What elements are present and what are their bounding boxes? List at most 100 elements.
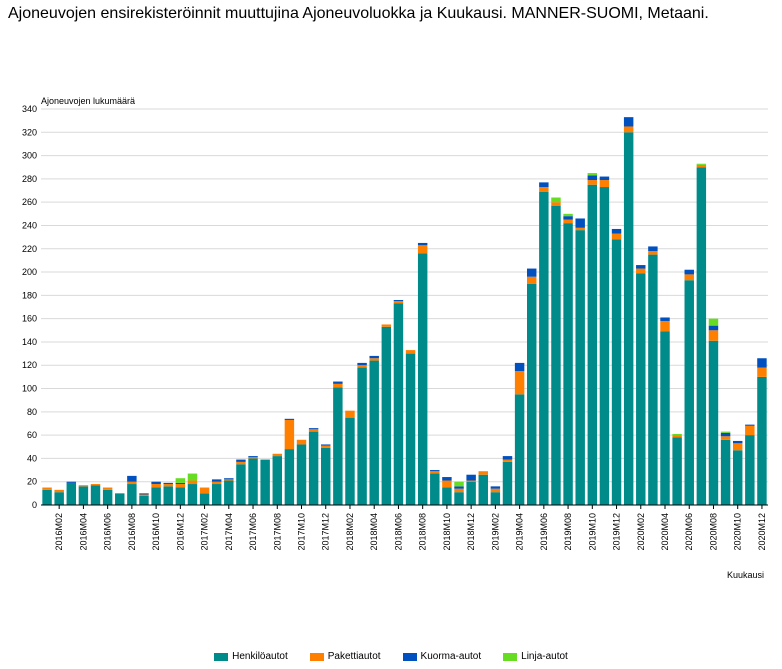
bar-segment-henkil-autot bbox=[551, 205, 561, 505]
y-axis-tick-labels: 0 20 40 60 80 100 120 140 160 180 200 220 240 260 280 3… bbox=[22, 104, 37, 510]
bar-segment-linja-autot bbox=[587, 173, 598, 176]
bar-segment-pakettiautot bbox=[78, 485, 89, 487]
x-tick-label: 2017M12 bbox=[321, 513, 331, 551]
bar-segment-pakettiautot bbox=[357, 365, 367, 368]
bar-segment-henkil-autot bbox=[623, 132, 634, 505]
bars bbox=[42, 117, 767, 506]
bar-segment-pakettiautot bbox=[187, 480, 198, 485]
bar-segment-kuorma-autot bbox=[648, 246, 658, 252]
bar-segment-linja-autot bbox=[454, 481, 464, 487]
x-tick-label: 2016M12 bbox=[175, 513, 185, 551]
bar-segment-pakettiautot bbox=[696, 164, 707, 168]
chart-title: Ajoneuvojen ensirekisteröinnit muuttujin… bbox=[8, 5, 709, 22]
bar-segment-henkil-autot bbox=[745, 435, 755, 505]
bar-segment-henkil-autot bbox=[187, 484, 198, 505]
bar-segment-henkil-autot bbox=[90, 485, 101, 505]
y-tick-label: 200 bbox=[22, 267, 37, 277]
bar-segment-kuorma-autot bbox=[175, 482, 186, 485]
bar-segment-pakettiautot bbox=[42, 487, 52, 490]
bar-segment-kuorma-autot bbox=[236, 459, 246, 462]
bar-segment-pakettiautot bbox=[539, 187, 549, 192]
bar-segment-pakettiautot bbox=[575, 227, 585, 231]
y-tick-label: 100 bbox=[22, 384, 37, 394]
bar-segment-pakettiautot bbox=[466, 480, 476, 482]
bar-segment-henkil-autot bbox=[587, 184, 598, 506]
bar-segment-kuorma-autot bbox=[490, 486, 501, 489]
legend-item: Kuorma-autot bbox=[402, 651, 482, 663]
bar-segment-pakettiautot bbox=[175, 484, 186, 488]
bar-segment-henkil-autot bbox=[139, 495, 149, 505]
x-tick-label: 2020M04 bbox=[660, 513, 670, 551]
bar-segment-linja-autot bbox=[187, 473, 198, 481]
bar-segment-henkil-autot bbox=[54, 492, 64, 505]
bar-segment-kuorma-autot bbox=[623, 117, 634, 127]
bar-segment-pakettiautot bbox=[490, 488, 501, 493]
gridlines bbox=[41, 108, 768, 483]
legend-swatch bbox=[214, 653, 229, 661]
bar-segment-kuorma-autot bbox=[732, 440, 743, 444]
bar-segment-pakettiautot bbox=[211, 481, 222, 485]
bar-segment-henkil-autot bbox=[308, 431, 319, 505]
bar-segment-linja-autot bbox=[551, 197, 561, 203]
x-tick-label: 2017M02 bbox=[200, 513, 210, 551]
bar-segment-pakettiautot bbox=[684, 274, 694, 281]
legend-item: Pakettiautot bbox=[309, 651, 381, 663]
bar-segment-kuorma-autot bbox=[526, 268, 537, 277]
bar-segment-pakettiautot bbox=[345, 410, 355, 418]
bar-segment-pakettiautot bbox=[199, 487, 210, 494]
bar-segment-henkil-autot bbox=[127, 484, 137, 505]
bar-segment-kuorma-autot bbox=[611, 228, 622, 234]
bar-segment-pakettiautot bbox=[284, 419, 295, 450]
bar-segment-pakettiautot bbox=[236, 461, 246, 465]
bar-segment-henkil-autot bbox=[381, 326, 392, 505]
stacked-bar-chart: 0 20 40 60 80 100 120 140 160 180 200 220 240 260 280 3… bbox=[22, 96, 768, 580]
y-tick-label: 20 bbox=[27, 477, 37, 487]
bar-segment-henkil-autot bbox=[260, 459, 270, 505]
bar-segment-pakettiautot bbox=[272, 453, 283, 457]
y-tick-label: 0 bbox=[32, 500, 37, 510]
bar-segment-kuorma-autot bbox=[660, 317, 670, 321]
bar-segment-pakettiautot bbox=[369, 358, 379, 361]
x-tick-label: 2019M04 bbox=[515, 513, 525, 551]
bar-segment-kuorma-autot bbox=[757, 358, 767, 368]
x-tick-label: 2018M12 bbox=[466, 513, 476, 551]
bar-segment-kuorma-autot bbox=[284, 418, 295, 420]
bar-segment-henkil-autot bbox=[42, 489, 52, 505]
bar-segment-kuorma-autot bbox=[430, 470, 440, 472]
bar-segment-pakettiautot bbox=[526, 276, 537, 284]
x-tick-label: 2017M06 bbox=[248, 513, 258, 551]
x-tick-label: 2017M08 bbox=[272, 513, 282, 551]
bar-segment-henkil-autot bbox=[539, 191, 549, 505]
x-tick-label: 2017M10 bbox=[297, 513, 307, 551]
bar-segment-henkil-autot bbox=[696, 167, 707, 505]
bar-segment-henkil-autot bbox=[442, 487, 452, 505]
bar-segment-kuorma-autot bbox=[224, 478, 234, 480]
x-tick-label: 2018M08 bbox=[418, 513, 428, 551]
bar-segment-henkil-autot bbox=[296, 444, 307, 505]
bar-segment-kuorma-autot bbox=[333, 381, 343, 384]
legend-label: Kuorma-autot bbox=[420, 651, 482, 662]
bar-segment-linja-autot bbox=[175, 478, 186, 483]
bar-segment-pakettiautot bbox=[599, 180, 610, 188]
bar-segment-pakettiautot bbox=[54, 489, 64, 493]
bar-segment-henkil-autot bbox=[708, 340, 719, 505]
bar-segment-henkil-autot bbox=[454, 492, 464, 505]
bar-segment-kuorma-autot bbox=[539, 182, 549, 188]
bar-segment-kuorma-autot bbox=[575, 218, 585, 228]
bar-segment-henkil-autot bbox=[345, 417, 355, 505]
x-axis-tick-labels: 2016M02 2016M04 2016M06 2016M08 2016M10 2016M… bbox=[54, 505, 767, 551]
bar-segment-pakettiautot bbox=[333, 383, 343, 388]
y-tick-label: 120 bbox=[22, 360, 37, 370]
bar-segment-kuorma-autot bbox=[139, 493, 149, 495]
y-tick-label: 320 bbox=[22, 127, 37, 137]
bar-segment-henkil-autot bbox=[333, 387, 343, 505]
bar-segment-kuorma-autot bbox=[151, 481, 161, 485]
y-tick-label: 160 bbox=[22, 314, 37, 324]
bar-segment-pakettiautot bbox=[393, 301, 404, 304]
x-tick-label: 2016M02 bbox=[54, 513, 64, 551]
bar-segment-pakettiautot bbox=[442, 480, 452, 488]
bar-segment-henkil-autot bbox=[478, 474, 488, 505]
y-tick-label: 300 bbox=[22, 151, 37, 161]
bar-segment-pakettiautot bbox=[648, 251, 658, 255]
bar-segment-henkil-autot bbox=[405, 353, 416, 505]
